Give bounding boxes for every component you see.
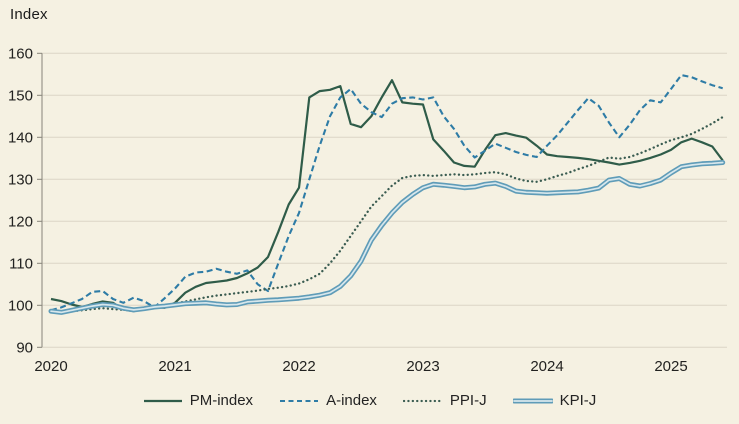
legend-swatch-pm-index xyxy=(143,399,182,402)
y-tick-label: 160 xyxy=(8,45,33,62)
series-line-kpi-j xyxy=(48,160,726,315)
legend-swatch-kpi-j xyxy=(512,398,553,403)
legend-item-a-index: A-index xyxy=(279,392,377,409)
legend-label-ppi-j: PPI-J xyxy=(449,392,487,409)
legend-item-kpi-j: KPI-J xyxy=(512,392,597,409)
legend-label-kpi-j: KPI-J xyxy=(559,392,597,409)
legend-item-ppi-j: PPI-J xyxy=(402,392,487,409)
legend-label-pm-index: PM-index xyxy=(189,392,254,409)
y-tick-label: 120 xyxy=(8,213,33,230)
legend-label-a-index: A-index xyxy=(326,392,377,409)
x-tick-label: 2025 xyxy=(654,358,687,375)
y-tick-label: 150 xyxy=(8,87,33,104)
x-tick-label: 2022 xyxy=(282,358,315,375)
line-chart-plot: 90 100 110 120 130 140 150 160 2020 2021 2022 2023 2… xyxy=(8,45,727,375)
y-axis: 90 100 110 120 130 140 150 160 xyxy=(8,45,43,356)
y-tick-label: 100 xyxy=(8,297,33,314)
y-axis-title: Index xyxy=(10,6,48,23)
series-line-pm-index xyxy=(50,79,724,313)
x-tick-label: 2024 xyxy=(530,358,563,375)
series-line-kpi-j-inner xyxy=(50,161,724,314)
y-tick-label: 90 xyxy=(16,339,33,356)
series-line-ppi-j xyxy=(49,115,724,315)
y-tick-label: 130 xyxy=(8,171,33,188)
y-tick-label: 110 xyxy=(9,255,33,272)
legend-swatch-ppi-j xyxy=(402,399,443,402)
x-tick-label: 2021 xyxy=(158,358,191,375)
y-tick-label: 140 xyxy=(8,129,33,146)
chart-legend: PM-index A-index PPI-J KPI-J xyxy=(0,392,739,409)
series-line-a-index xyxy=(50,74,723,312)
legend-item-pm-index: PM-index xyxy=(143,392,253,409)
x-tick-label: 2020 xyxy=(34,358,67,375)
x-tick-label: 2023 xyxy=(406,358,439,375)
gridlines xyxy=(42,52,727,348)
legend-swatch-a-index xyxy=(280,399,319,402)
